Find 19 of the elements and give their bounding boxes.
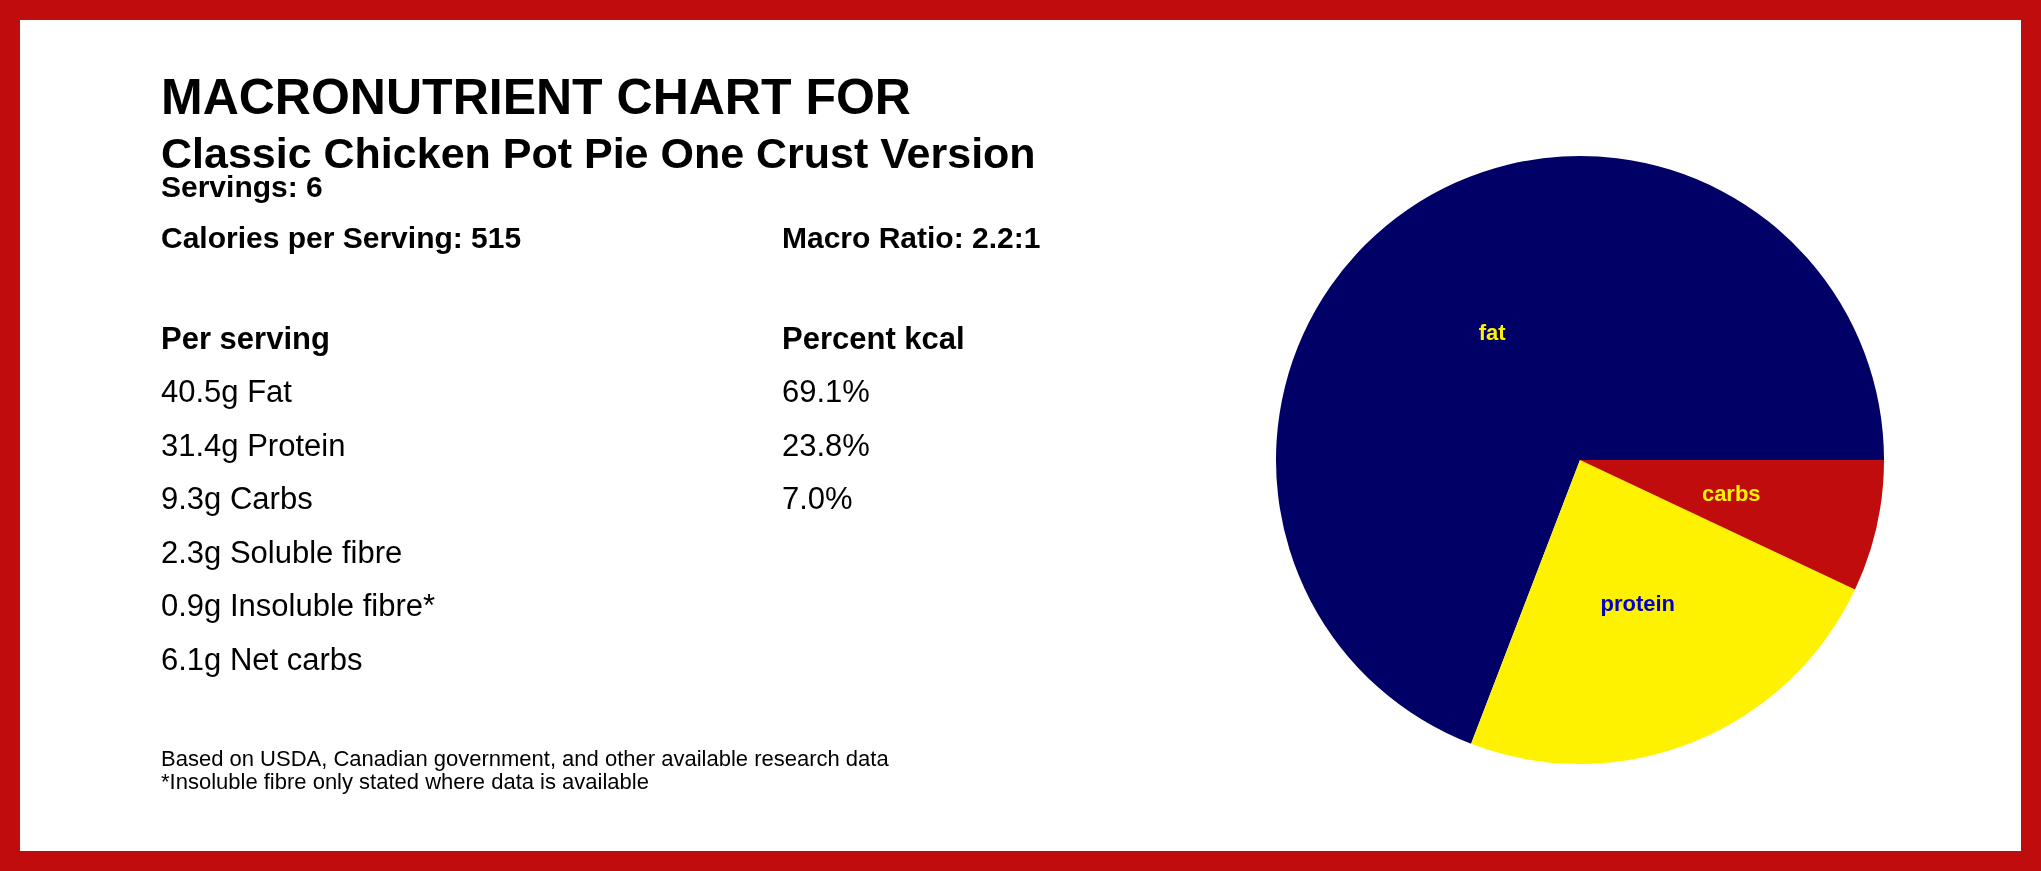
- text: Servings: 6: [161, 170, 323, 203]
- text: Per serving: [161, 321, 330, 356]
- text: 6.1g Net carbs: [161, 642, 363, 677]
- text: 31.4g Protein: [161, 428, 346, 463]
- slice-label: fat: [1478, 319, 1507, 345]
- text: 23.8%: [782, 428, 870, 463]
- slice-label: carbs: [1701, 481, 1761, 507]
- text: 2.3g Soluble fibre: [161, 535, 403, 570]
- text: Macro Ratio: 2.2:1: [782, 221, 1041, 254]
- text: Calories per Serving: 515: [161, 221, 522, 254]
- text: Based on USDA, Canadian government, and other available research data: [161, 746, 889, 771]
- text: MACRONUTRIENT CHART FOR: [161, 69, 911, 125]
- text: 69.1%: [782, 374, 870, 409]
- text: 0.9g Insoluble fibre*: [161, 588, 436, 623]
- slice-label: protein: [1600, 591, 1676, 617]
- text: 40.5g Fat: [161, 374, 292, 409]
- text: 7.0%: [782, 481, 853, 516]
- text: Percent kcal: [782, 321, 965, 356]
- text: 9.3g Carbs: [161, 481, 313, 516]
